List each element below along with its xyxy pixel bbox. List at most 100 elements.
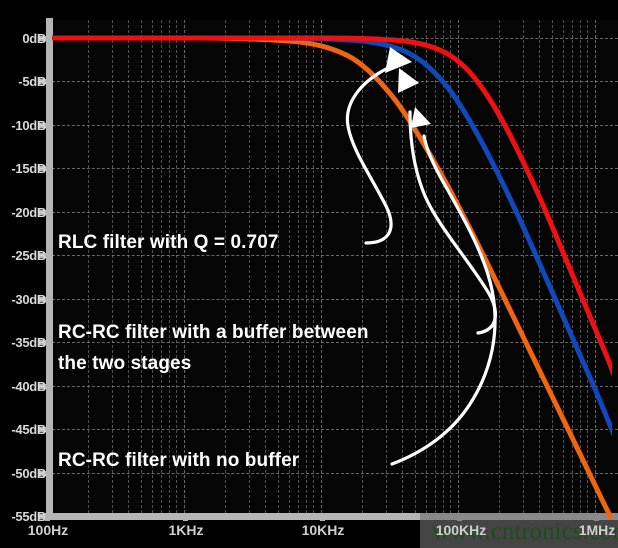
- watermark-band: [420, 513, 618, 548]
- y-tick-label-minus5: -5dB: [18, 74, 46, 89]
- gridline-h-minus35: [52, 342, 618, 343]
- y-tick-nub-minus25: [38, 253, 48, 258]
- annotation-buffered-line2: the two stages: [58, 353, 192, 374]
- x-tick-nub-50khz: [414, 513, 418, 519]
- x-tick-nub-300hz: [111, 513, 115, 519]
- x-tick-nub-400hz: [127, 513, 131, 519]
- y-tick-nub-minus15: [38, 166, 48, 171]
- y-tick-nub-minus5: [38, 79, 48, 84]
- gridline-h-minus5: [52, 81, 618, 82]
- x-tick-nub-200hz: [87, 513, 91, 519]
- gridline-v-9khz: [313, 20, 314, 518]
- y-tick-label-minus10: -10dB: [11, 118, 46, 133]
- y-tick-nub-minus20: [38, 210, 48, 215]
- y-tick-label-minus20: -20dB: [11, 205, 46, 220]
- y-tick-nub-minus10: [38, 123, 48, 128]
- gridline-h-minus10: [52, 125, 618, 126]
- x-tick-nub-5khz: [277, 513, 281, 519]
- y-tick-nub-minus40: [38, 384, 48, 389]
- curve-rlc-q707: [52, 35, 612, 377]
- gridline-v-8khz: [306, 20, 307, 518]
- gridline-h-minus20: [52, 212, 618, 213]
- x-tick-nub-700hz: [160, 513, 164, 519]
- y-axis: [46, 18, 53, 520]
- gridline-v-500khz: [552, 20, 553, 518]
- arrowhead-rc-buffered: [398, 68, 419, 93]
- x-tick-label-100khz: 100KHz: [435, 522, 487, 538]
- y-tick-label-minus40: -40dB: [11, 379, 46, 394]
- x-tick-label-10khz: 10KHz: [301, 522, 345, 538]
- gridline-v-4khz: [265, 20, 266, 518]
- gridline-v-20khz: [362, 20, 363, 518]
- gridline-v-5khz: [278, 20, 279, 518]
- y-tick-nub-minus30: [38, 297, 48, 302]
- gridline-v-100khz: [458, 20, 459, 518]
- gridline-v-500hz: [141, 20, 142, 518]
- x-tick-label-1khz: 1KHz: [168, 522, 204, 538]
- y-tick-label-minus50: -50dB: [11, 466, 46, 481]
- gridline-v-1khz: [184, 20, 185, 518]
- gridline-v-30khz: [386, 20, 387, 518]
- gridline-v-50khz: [415, 20, 416, 518]
- gridline-v-90khz: [450, 20, 451, 518]
- x-tick-nub-30khz: [385, 513, 389, 519]
- x-tick-nub-40khz: [401, 513, 405, 519]
- gridline-v-200khz: [499, 20, 500, 518]
- gridline-h-minus50: [52, 473, 618, 474]
- y-tick-label-minus30: -30dB: [11, 292, 46, 307]
- gridline-v-800hz: [169, 20, 170, 518]
- gridline-v-300khz: [523, 20, 524, 518]
- y-tick-label-minus55: -55dB: [11, 509, 46, 524]
- x-tick-nub-800hz: [168, 513, 172, 519]
- x-tick-nub-10khz: [320, 513, 325, 521]
- gridline-v-70khz: [435, 20, 436, 518]
- x-tick-nub-6khz: [288, 513, 292, 519]
- gridline-v-900hz: [176, 20, 177, 518]
- x-tick-nub-2khz: [224, 513, 228, 519]
- y-tick-nub-minus55: [38, 514, 48, 519]
- gridline-v-80khz: [443, 20, 444, 518]
- curve-rc-rc-buffered: [52, 35, 612, 437]
- gridline-v-6khz: [289, 20, 290, 518]
- leader-line-rc-no-buffer: [390, 107, 497, 466]
- annotation-no-buffer: RC-RC filter with no buffer: [58, 450, 300, 471]
- x-axis: [46, 513, 618, 520]
- y-tick-nub-minus50: [38, 471, 48, 476]
- gridline-v-10khz: [321, 20, 322, 518]
- y-tick-label-minus25: -25dB: [11, 248, 46, 263]
- y-tick-label-minus35: -35dB: [11, 335, 46, 350]
- x-tick-nub-9khz: [312, 513, 316, 519]
- gridline-v-200hz: [88, 20, 89, 518]
- leader-line-rc-buffered: [398, 68, 497, 335]
- gridline-v-800khz: [580, 20, 581, 518]
- gridline-v-60khz: [426, 20, 427, 518]
- arrowhead-rc-no-buffer: [411, 107, 431, 128]
- x-tick-nub-20khz: [361, 513, 365, 519]
- x-tick-nub-100hz: [45, 513, 50, 521]
- arrowhead-rlc: [385, 47, 412, 73]
- x-tick-nub-900hz: [175, 513, 179, 519]
- x-tick-nub-500hz: [140, 513, 144, 519]
- gridline-v-1mhz: [595, 20, 596, 518]
- gridline-v-600hz: [152, 20, 153, 518]
- curve-rc-rc-no-buffer: [52, 35, 612, 520]
- gridline-h-minus30: [52, 299, 618, 300]
- y-tick-nub-minus35: [38, 340, 48, 345]
- y-tick-nub-0: [38, 36, 48, 41]
- gridline-v-40khz: [402, 20, 403, 518]
- x-tick-label-1mhz: 1MHz: [578, 522, 616, 538]
- gridline-v-300hz: [112, 20, 113, 518]
- annotation-rlc: RLC filter with Q = 0.707: [58, 232, 279, 253]
- x-tick-nub-1khz: [183, 513, 188, 521]
- y-tick-label-minus45: -45dB: [11, 422, 46, 437]
- x-tick-nub-3khz: [248, 513, 252, 519]
- annotation-buffered-line1: RC-RC filter with a buffer between: [58, 322, 369, 343]
- gridline-h-minus25: [52, 255, 618, 256]
- watermark-text: www.cntronics.com: [432, 518, 618, 545]
- gridline-v-2khz: [225, 20, 226, 518]
- x-tick-nub-600hz: [151, 513, 155, 519]
- gridline-v-900khz: [587, 20, 588, 518]
- gridline-h-minus40: [52, 386, 618, 387]
